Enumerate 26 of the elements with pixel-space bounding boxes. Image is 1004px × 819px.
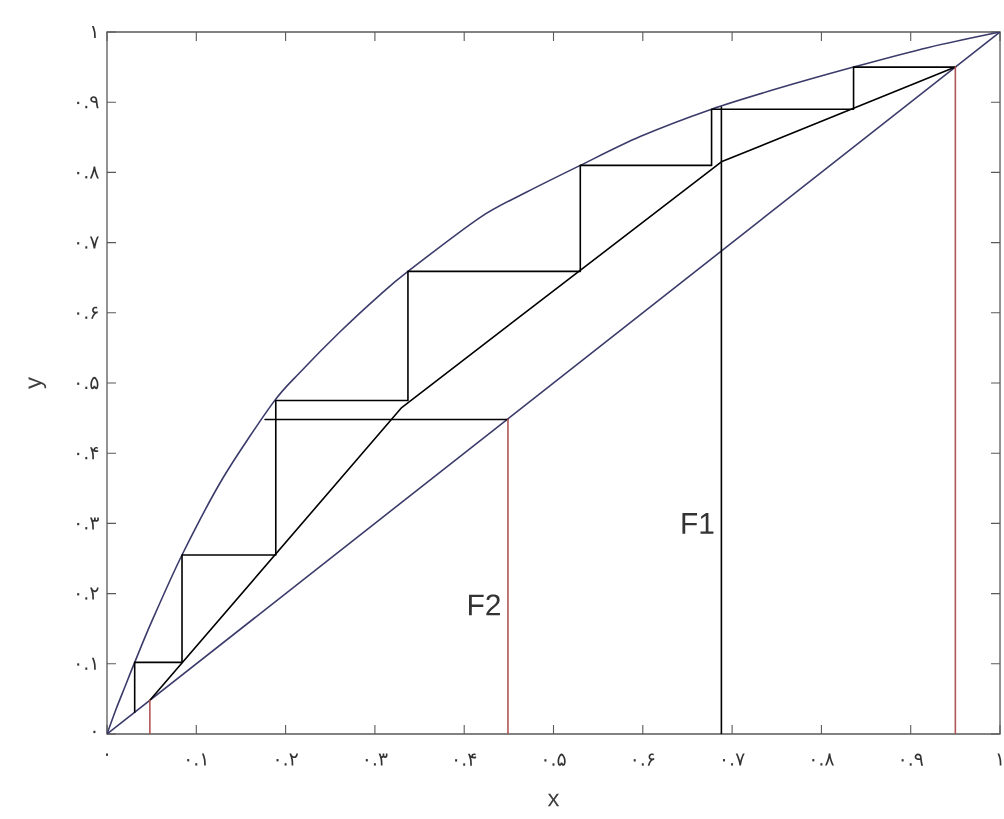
x-tick-label: ۱ bbox=[997, 753, 1002, 766]
y-tick-label: ۰.۶ bbox=[77, 306, 98, 319]
x-tick-label: ۰ bbox=[105, 753, 109, 756]
y-tick-label: ۰.۷ bbox=[77, 236, 99, 249]
x-axis-title: x bbox=[547, 793, 560, 807]
x-tick-label: ۰.۶ bbox=[633, 753, 655, 766]
y-tick-label: ۰ bbox=[93, 730, 96, 734]
x-tick-label: ۰.۸ bbox=[812, 753, 835, 766]
y-tick-label: ۱ bbox=[91, 25, 96, 38]
y-axis-title: y bbox=[28, 377, 47, 389]
y-tick-label: ۰.۴ bbox=[77, 447, 99, 460]
y-tick-label: ۰.۱ bbox=[77, 657, 96, 670]
y-tick-label: ۰.۵ bbox=[77, 376, 99, 390]
x-tick-label: ۰.۱ bbox=[187, 753, 206, 766]
x-tick-label: ۰.۴ bbox=[455, 753, 477, 766]
y-tick-label: ۰.۸ bbox=[77, 166, 99, 179]
annotation: F2 bbox=[469, 594, 500, 616]
y-tick-label: ۰.۲ bbox=[77, 587, 99, 600]
x-tick-label: ۰.۵ bbox=[544, 753, 566, 766]
x-tick-label: ۰.۳ bbox=[365, 753, 388, 766]
annotation: F1 bbox=[682, 513, 714, 534]
x-tick-label: ۰.۹ bbox=[901, 753, 924, 766]
x-tick-label: ۰.۷ bbox=[722, 753, 745, 766]
y-tick-label: ۰.۹ bbox=[77, 96, 99, 109]
x-tick-label: ۰.۲ bbox=[276, 753, 298, 766]
y-tick-label: ۰.۳ bbox=[77, 517, 99, 530]
